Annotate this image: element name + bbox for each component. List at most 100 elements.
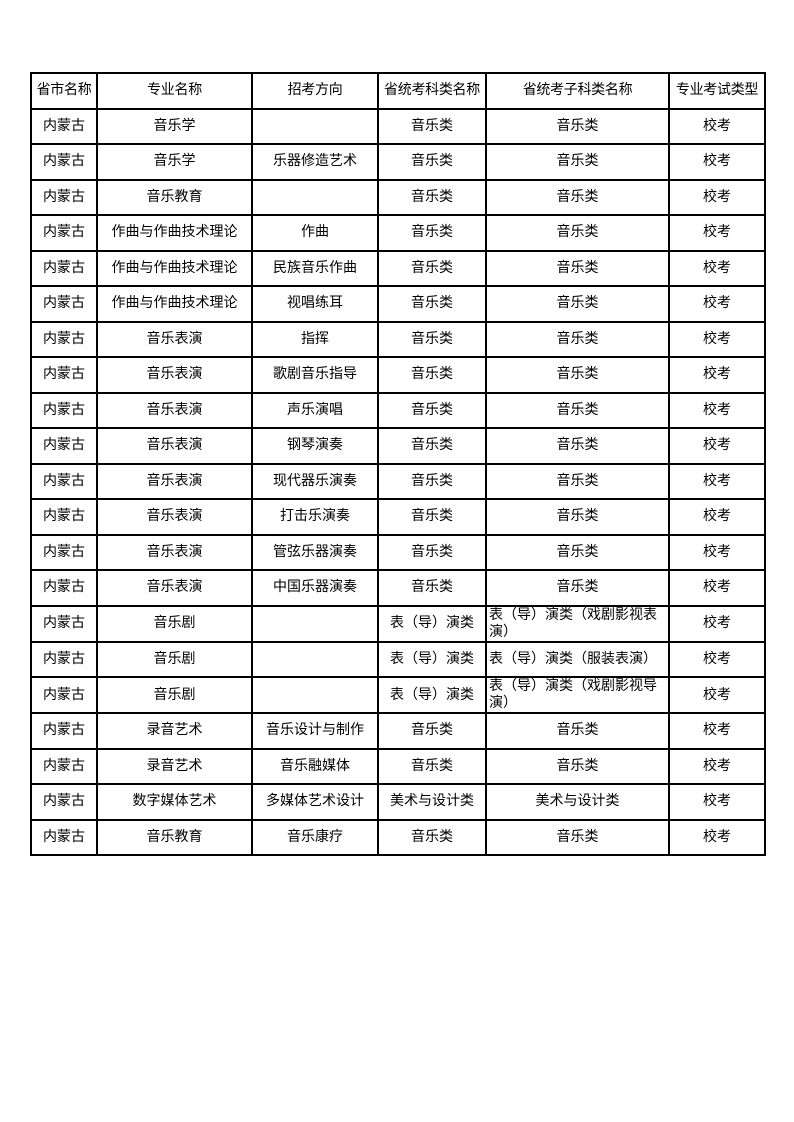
table-row: 内蒙古 音乐表演 指挥 音乐类 音乐类 校考	[30, 320, 766, 358]
cell-province: 内蒙古	[30, 356, 98, 394]
header-exam-type: 专业考试类型	[668, 72, 766, 110]
cell-province: 内蒙古	[30, 712, 98, 750]
cell-exam-subcategory: 表（导）演类（戏剧影视导演）	[485, 676, 670, 714]
cell-exam-subcategory: 音乐类	[485, 178, 670, 216]
table-row: 内蒙古 音乐表演 歌剧音乐指导 音乐类 音乐类 校考	[30, 356, 766, 394]
cell-exam-subcategory: 表（导）演类（服装表演）	[485, 640, 670, 678]
cell-exam-type: 校考	[668, 640, 766, 678]
cell-major: 音乐表演	[96, 427, 253, 465]
cell-exam-category: 音乐类	[377, 320, 487, 358]
cell-direction: 声乐演唱	[251, 391, 379, 429]
table-row: 内蒙古 音乐学 乐器修造艺术 音乐类 音乐类 校考	[30, 143, 766, 181]
table-row: 内蒙古 音乐表演 管弦乐器演奏 音乐类 音乐类 校考	[30, 533, 766, 571]
cell-exam-category: 音乐类	[377, 249, 487, 287]
cell-province: 内蒙古	[30, 640, 98, 678]
cell-exam-type: 校考	[668, 533, 766, 571]
cell-exam-category: 音乐类	[377, 712, 487, 750]
cell-exam-type: 校考	[668, 356, 766, 394]
cell-exam-type: 校考	[668, 676, 766, 714]
cell-direction: 中国乐器演奏	[251, 569, 379, 607]
cell-province: 内蒙古	[30, 533, 98, 571]
cell-direction: 音乐康疗	[251, 818, 379, 856]
cell-exam-category: 音乐类	[377, 533, 487, 571]
cell-direction: 现代器乐演奏	[251, 462, 379, 500]
cell-major: 录音艺术	[96, 747, 253, 785]
cell-direction	[251, 107, 379, 145]
cell-major: 作曲与作曲技术理论	[96, 214, 253, 252]
cell-province: 内蒙古	[30, 783, 98, 821]
cell-exam-type: 校考	[668, 214, 766, 252]
table-row: 内蒙古 作曲与作曲技术理论 作曲 音乐类 音乐类 校考	[30, 214, 766, 252]
table-row: 内蒙古 音乐表演 钢琴演奏 音乐类 音乐类 校考	[30, 427, 766, 465]
cell-direction: 民族音乐作曲	[251, 249, 379, 287]
cell-province: 内蒙古	[30, 604, 98, 643]
header-exam-category: 省统考科类名称	[377, 72, 487, 110]
cell-exam-subcategory: 音乐类	[485, 712, 670, 750]
cell-major: 音乐教育	[96, 818, 253, 856]
cell-major: 音乐表演	[96, 391, 253, 429]
cell-province: 内蒙古	[30, 391, 98, 429]
cell-major: 作曲与作曲技术理论	[96, 285, 253, 323]
cell-exam-type: 校考	[668, 391, 766, 429]
cell-major: 音乐表演	[96, 569, 253, 607]
cell-major: 音乐表演	[96, 356, 253, 394]
cell-province: 内蒙古	[30, 249, 98, 287]
cell-major: 音乐表演	[96, 462, 253, 500]
cell-direction: 多媒体艺术设计	[251, 783, 379, 821]
cell-province: 内蒙古	[30, 427, 98, 465]
cell-province: 内蒙古	[30, 747, 98, 785]
cell-major: 音乐教育	[96, 178, 253, 216]
cell-exam-category: 表（导）演类	[377, 604, 487, 643]
cell-exam-category: 音乐类	[377, 285, 487, 323]
cell-direction	[251, 604, 379, 643]
cell-major: 音乐学	[96, 107, 253, 145]
cell-exam-subcategory: 音乐类	[485, 498, 670, 536]
cell-province: 内蒙古	[30, 498, 98, 536]
table-row: 内蒙古 作曲与作曲技术理论 视唱练耳 音乐类 音乐类 校考	[30, 285, 766, 323]
cell-direction: 视唱练耳	[251, 285, 379, 323]
table-row: 内蒙古 作曲与作曲技术理论 民族音乐作曲 音乐类 音乐类 校考	[30, 249, 766, 287]
header-major: 专业名称	[96, 72, 253, 110]
cell-exam-category: 表（导）演类	[377, 676, 487, 714]
cell-province: 内蒙古	[30, 107, 98, 145]
cell-province: 内蒙古	[30, 676, 98, 714]
table-row: 内蒙古 音乐剧 表（导）演类 表（导）演类（戏剧影视导演） 校考	[30, 676, 766, 714]
cell-exam-category: 音乐类	[377, 143, 487, 181]
table-row: 内蒙古 音乐学 音乐类 音乐类 校考	[30, 107, 766, 145]
cell-exam-category: 音乐类	[377, 391, 487, 429]
cell-major: 录音艺术	[96, 712, 253, 750]
table-row: 内蒙古 录音艺术 音乐设计与制作 音乐类 音乐类 校考	[30, 712, 766, 750]
cell-exam-type: 校考	[668, 320, 766, 358]
cell-exam-subcategory: 音乐类	[485, 462, 670, 500]
cell-province: 内蒙古	[30, 285, 98, 323]
cell-province: 内蒙古	[30, 462, 98, 500]
cell-exam-subcategory: 音乐类	[485, 356, 670, 394]
cell-direction	[251, 178, 379, 216]
cell-direction: 音乐融媒体	[251, 747, 379, 785]
cell-exam-type: 校考	[668, 818, 766, 856]
table-row: 内蒙古 数字媒体艺术 多媒体艺术设计 美术与设计类 美术与设计类 校考	[30, 783, 766, 821]
cell-direction: 管弦乐器演奏	[251, 533, 379, 571]
table-row: 内蒙古 音乐教育 音乐康疗 音乐类 音乐类 校考	[30, 818, 766, 856]
cell-exam-type: 校考	[668, 427, 766, 465]
cell-exam-type: 校考	[668, 178, 766, 216]
cell-exam-type: 校考	[668, 498, 766, 536]
cell-exam-subcategory: 音乐类	[485, 249, 670, 287]
cell-exam-type: 校考	[668, 747, 766, 785]
cell-exam-category: 音乐类	[377, 214, 487, 252]
cell-exam-subcategory: 音乐类	[485, 391, 670, 429]
cell-exam-subcategory: 音乐类	[485, 214, 670, 252]
cell-direction: 音乐设计与制作	[251, 712, 379, 750]
cell-exam-type: 校考	[668, 285, 766, 323]
cell-exam-subcategory: 音乐类	[485, 107, 670, 145]
cell-province: 内蒙古	[30, 569, 98, 607]
table-row: 内蒙古 音乐表演 中国乐器演奏 音乐类 音乐类 校考	[30, 569, 766, 607]
header-exam-subcategory: 省统考子科类名称	[485, 72, 670, 110]
cell-exam-subcategory: 音乐类	[485, 427, 670, 465]
cell-exam-subcategory: 音乐类	[485, 285, 670, 323]
cell-exam-type: 校考	[668, 143, 766, 181]
header-province: 省市名称	[30, 72, 98, 110]
cell-direction: 钢琴演奏	[251, 427, 379, 465]
cell-exam-type: 校考	[668, 783, 766, 821]
table-row: 内蒙古 录音艺术 音乐融媒体 音乐类 音乐类 校考	[30, 747, 766, 785]
